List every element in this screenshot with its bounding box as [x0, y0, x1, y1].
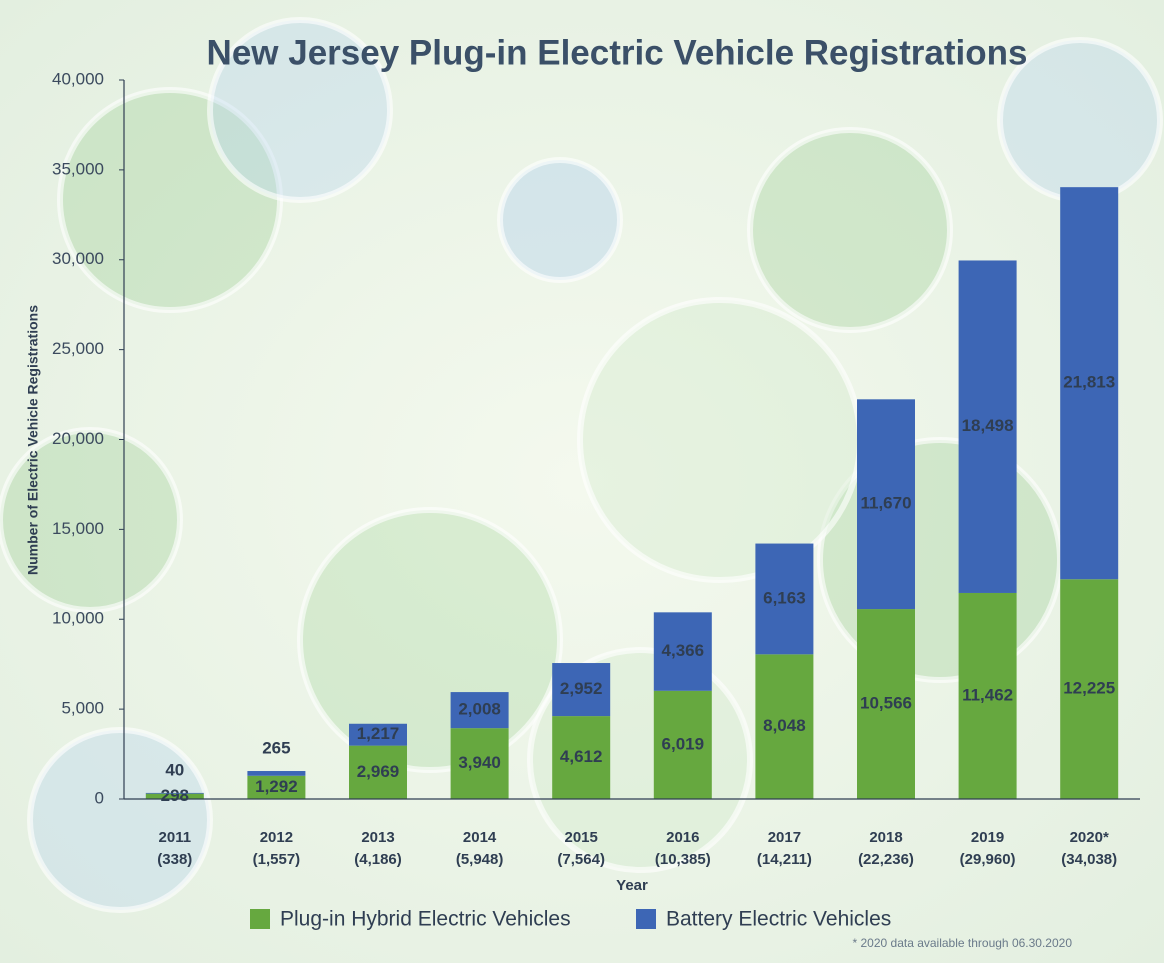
value-label: 10,566 — [860, 694, 912, 713]
x-tick-note: (4,186) — [354, 851, 402, 868]
x-tick-note: (338) — [157, 851, 192, 868]
x-tick-label: 2018 — [869, 829, 902, 846]
x-tick-note: (34,038) — [1061, 851, 1117, 868]
x-tick-label: 2016 — [666, 829, 699, 846]
y-tick-label: 5,000 — [61, 699, 104, 718]
value-label: 12,225 — [1063, 679, 1115, 698]
y-tick-label: 35,000 — [52, 159, 104, 178]
x-tick-note: (1,557) — [253, 851, 301, 868]
value-label: 2,952 — [560, 679, 603, 698]
bar-segment — [247, 771, 305, 776]
legend-swatch — [250, 909, 270, 929]
x-tick-note: (14,211) — [757, 851, 812, 868]
y-axis-title: Number of Electric Vehicle Registrations — [25, 305, 41, 575]
footnote: * 2020 data available through 06.30.2020 — [852, 936, 1072, 950]
chart-title: New Jersey Plug-in Electric Vehicle Regi… — [207, 33, 1028, 72]
x-tick-label: 2019 — [971, 829, 1004, 846]
y-tick-label: 15,000 — [52, 519, 104, 538]
y-tick-label: 30,000 — [52, 249, 104, 268]
x-tick-label: 2012 — [260, 829, 293, 846]
value-label: 21,813 — [1063, 373, 1115, 392]
value-label: 11,670 — [860, 494, 911, 513]
value-label: 4,366 — [662, 641, 705, 660]
y-tick-label: 40,000 — [52, 69, 104, 88]
value-label: 6,019 — [662, 734, 705, 753]
y-tick-label: 25,000 — [52, 339, 104, 358]
y-tick-label: 20,000 — [52, 429, 104, 448]
y-tick-label: 0 — [95, 788, 104, 807]
value-label: 265 — [262, 738, 290, 757]
x-tick-note: (10,385) — [655, 851, 711, 868]
value-label: 11,462 — [962, 685, 1013, 704]
y-tick-label: 10,000 — [52, 609, 104, 628]
value-label: 6,163 — [763, 588, 806, 607]
x-tick-label: 2020* — [1070, 829, 1109, 846]
x-tick-note: (7,564) — [557, 851, 605, 868]
x-tick-note: (22,236) — [858, 851, 914, 868]
x-tick-label: 2013 — [361, 829, 394, 846]
bar-segment — [146, 793, 204, 794]
x-tick-label: 2014 — [463, 829, 497, 846]
legend-swatch — [636, 909, 656, 929]
chart: New Jersey Plug-in Electric Vehicle Regi… — [0, 0, 1164, 963]
value-label: 2,008 — [458, 700, 501, 719]
x-tick-label: 2015 — [565, 829, 598, 846]
legend-label: Plug-in Hybrid Electric Vehicles — [280, 908, 571, 931]
x-tick-note: (5,948) — [456, 851, 504, 868]
x-tick-label: 2011 — [159, 829, 192, 846]
value-label: 3,940 — [458, 753, 501, 772]
value-label: 1,217 — [357, 724, 400, 743]
value-label: 4,612 — [560, 747, 603, 766]
value-label: 1,292 — [255, 777, 298, 796]
value-label: 40 — [165, 760, 184, 779]
value-label: 18,498 — [962, 416, 1014, 435]
value-label: 2,969 — [357, 762, 400, 781]
x-tick-label: 2017 — [768, 829, 801, 846]
value-label: 298 — [161, 786, 189, 805]
x-tick-note: (29,960) — [960, 851, 1016, 868]
value-label: 8,048 — [763, 716, 806, 735]
legend-label: Battery Electric Vehicles — [666, 908, 891, 931]
x-axis-title: Year — [616, 877, 648, 894]
